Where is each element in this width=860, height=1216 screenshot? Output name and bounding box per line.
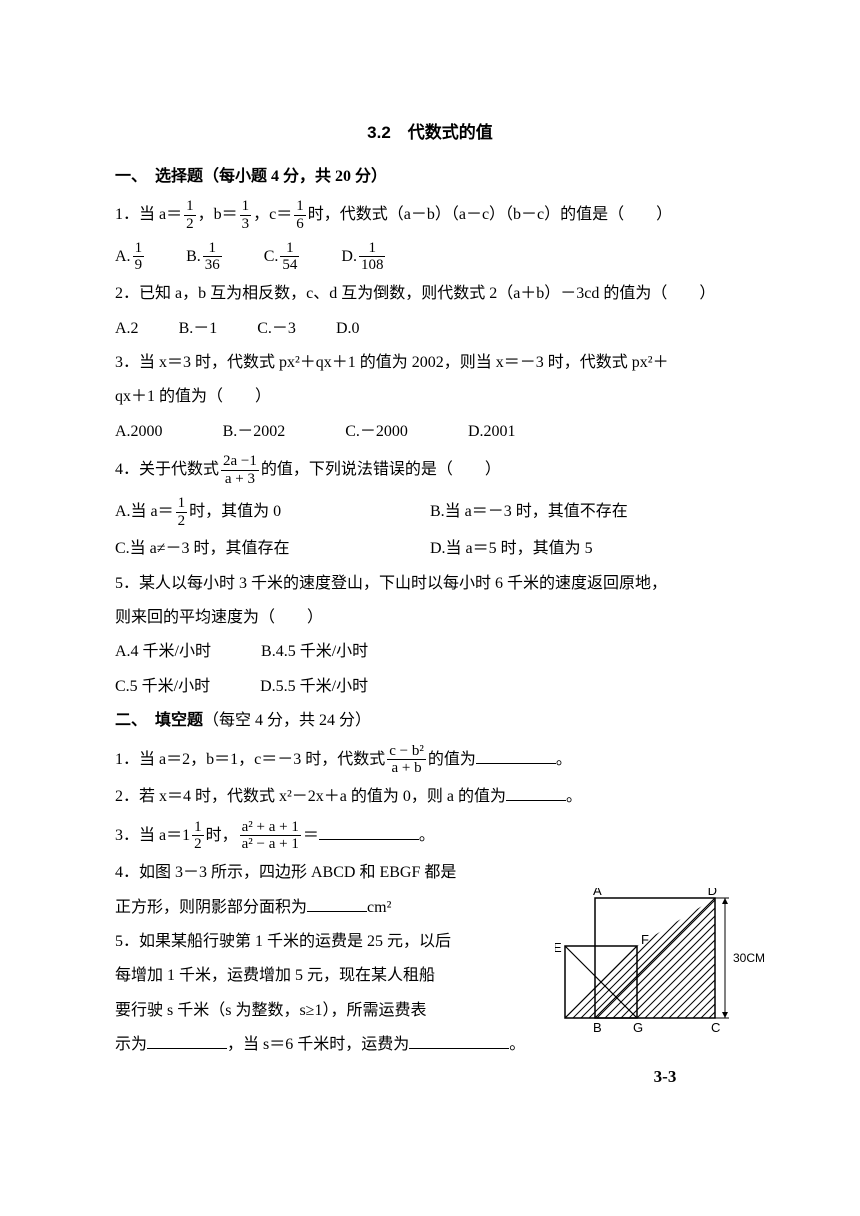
figure-caption: 3-3 [555, 1059, 775, 1096]
f1-blank [476, 748, 556, 764]
section-2-heading: 二、 填空题（每空 4 分，共 24 分） [115, 704, 745, 738]
q4-row1: A.当 a＝12时，其值为 0 B.当 a＝－3 时，其值不存在 [115, 491, 745, 533]
section-1-heading: 一、 选择题（每小题 4 分，共 20 分） [115, 160, 745, 194]
svg-text:G: G [633, 1020, 643, 1035]
f3-frac: a² + a + 1a² − a + 1 [240, 819, 301, 853]
svg-text:30CM: 30CM [733, 951, 765, 965]
figure-3-3: A D B C E F G 30CM 3-3 [555, 888, 775, 1096]
svg-text:C: C [711, 1020, 720, 1035]
q5-opt-c: C.5 千米/小时 [115, 670, 210, 704]
f1: 1．当 a＝2，b＝1，c＝－3 时，代数式c − b²a + b的值为。 [115, 739, 745, 781]
f3-half: 12 [192, 819, 204, 853]
q3-opt-d: D.2001 [468, 415, 516, 449]
q5-row2: C.5 千米/小时 D.5.5 千米/小时 [115, 670, 745, 704]
q1-options: A.19 B.136 C.154 D.1108 [115, 236, 745, 278]
f3-blank [319, 824, 419, 840]
f4-blank [307, 896, 367, 912]
q3-opt-a: A.2000 [115, 415, 163, 449]
q1-stem: 1．当 a＝12，b＝13，c＝16时，代数式（a－b）（a－c）（b－c）的值… [115, 194, 745, 236]
q1-c-frac: 16 [294, 198, 306, 232]
svg-text:B: B [593, 1020, 602, 1035]
q1-b-frac: 13 [240, 198, 252, 232]
q1-opt-c: C.154 [264, 236, 302, 278]
q3-opt-b: B.－2002 [223, 415, 286, 449]
q1-opt-b: B.136 [186, 236, 224, 278]
svg-text:A: A [593, 888, 602, 898]
f5-blank-1 [147, 1033, 227, 1049]
q5-row1: A.4 千米/小时 B.4.5 千米/小时 [115, 635, 745, 669]
q5-opt-d: D.5.5 千米/小时 [260, 670, 368, 704]
svg-text:E: E [555, 940, 562, 955]
q5-opt-a: A.4 千米/小时 [115, 635, 211, 669]
svg-text:F: F [641, 932, 649, 947]
page-title: 3.2 代数式的值 [115, 115, 745, 152]
q4-frac: 2a −1a + 3 [221, 453, 259, 487]
f5-blank-2 [409, 1033, 509, 1049]
q5-stem-l2: 则来回的平均速度为（ ） [115, 601, 745, 635]
q3-options: A.2000 B.－2002 C.－2000 D.2001 [115, 415, 745, 449]
f2: 2．若 x＝4 时，代数式 x²－2x＋a 的值为 0，则 a 的值为。 [115, 780, 745, 814]
q3-stem-l2: qx＋1 的值为（ ） [115, 380, 745, 414]
q2-opt-c: C.－3 [257, 312, 296, 346]
q4-opt-a: A.当 a＝12时，其值为 0 [115, 491, 430, 533]
q2-opt-b: B.－1 [179, 312, 218, 346]
q2-opt-a: A.2 [115, 312, 139, 346]
q5-opt-b: B.4.5 千米/小时 [261, 635, 368, 669]
q2-opt-d: D.0 [336, 312, 360, 346]
figure-svg: A D B C E F G 30CM [555, 888, 775, 1038]
q4-row2: C.当 a≠－3 时，其值存在 D.当 a＝5 时，其值为 5 [115, 532, 745, 566]
q4-opt-d: D.当 a＝5 时，其值为 5 [430, 532, 745, 566]
q3-opt-c: C.－2000 [345, 415, 408, 449]
q4-stem: 4．关于代数式2a −1a + 3的值，下列说法错误的是（ ） [115, 449, 745, 491]
q3-stem-l1: 3．当 x＝3 时，代数式 px²＋qx＋1 的值为 2002，则当 x＝－3 … [115, 346, 745, 380]
q4-opt-b: B.当 a＝－3 时，其值不存在 [430, 491, 745, 533]
f1-frac: c − b²a + b [387, 743, 426, 777]
f2-blank [506, 785, 566, 801]
f3: 3．当 a＝112时，a² + a + 1a² − a + 1＝。 [115, 815, 745, 857]
f4-l1: 4．如图 3－3 所示，四边形 ABCD 和 EBGF 都是 [115, 856, 745, 890]
q1-text: 1．当 a＝ [115, 206, 182, 223]
q5-stem-l1: 5．某人以每小时 3 千米的速度登山，下山时以每小时 6 千米的速度返回原地， [115, 567, 745, 601]
q1-opt-d: D.1108 [341, 236, 387, 278]
q4-opt-c: C.当 a≠－3 时，其值存在 [115, 532, 430, 566]
q2-stem: 2．已知 a，b 互为相反数，c、d 互为倒数，则代数式 2（a＋b）－3cd … [115, 277, 745, 311]
q2-options: A.2 B.－1 C.－3 D.0 [115, 312, 745, 346]
q1-opt-a: A.19 [115, 236, 146, 278]
q1-a-frac: 12 [184, 198, 196, 232]
svg-text:D: D [708, 888, 717, 898]
